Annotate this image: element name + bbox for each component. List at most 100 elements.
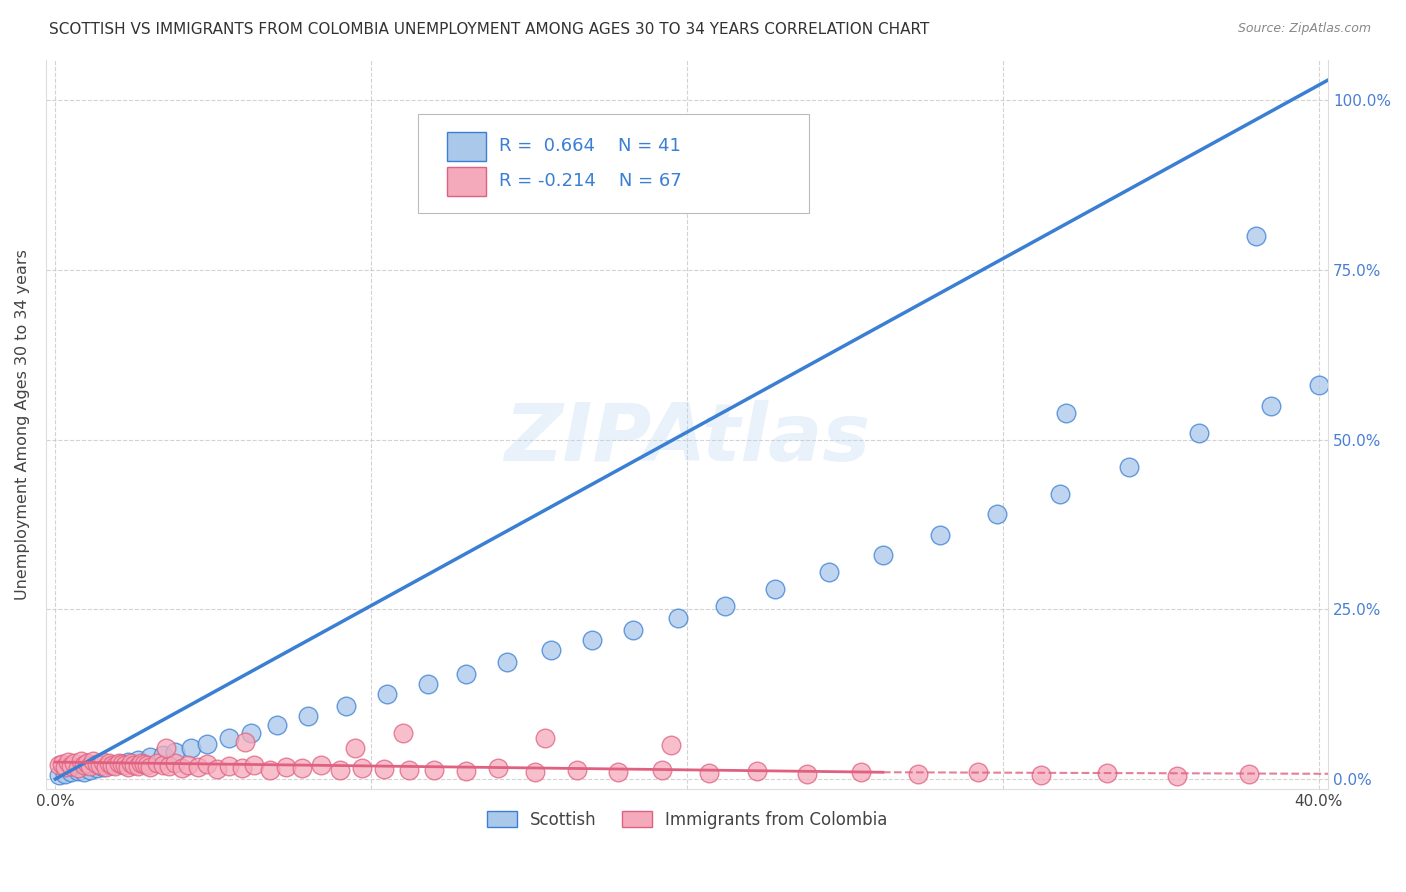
Point [849,764,872,779]
Point [714,599,737,613]
Point [1095,766,1118,780]
Point [66,760,89,774]
FancyBboxPatch shape [418,114,808,213]
Point [165,756,187,770]
Point [259,763,281,777]
Point [375,687,398,701]
Point [107,756,129,770]
Point [127,759,149,773]
Point [73,757,96,772]
Point [666,610,689,624]
Point [1308,378,1330,392]
Point [398,763,420,777]
Point [79,763,101,777]
Point [765,582,787,596]
Point [76,756,98,770]
Point [392,726,415,740]
Point [152,747,174,762]
Point [205,762,228,776]
Point [101,757,124,772]
Point [86,761,108,775]
Text: ZIPAtlas: ZIPAtlas [503,400,870,478]
Point [177,758,200,772]
Point [139,760,162,774]
Point [621,623,644,637]
Point [218,759,240,773]
Y-axis label: Unemployment Among Ages 30 to 34 years: Unemployment Among Ages 30 to 34 years [15,249,30,599]
Point [1054,405,1077,419]
Point [82,754,104,768]
Point [745,764,768,778]
Point [796,766,818,780]
Point [157,759,180,773]
Point [986,508,1008,522]
Point [233,735,256,749]
Point [132,757,155,772]
Point [335,698,357,713]
Point [117,755,139,769]
Point [120,756,142,771]
Point [53,760,76,774]
Point [297,709,319,723]
Point [73,764,96,779]
Point [139,750,162,764]
Point [565,763,588,777]
Point [195,757,218,772]
Point [98,756,121,771]
Point [145,756,167,771]
Point [63,756,86,771]
Point [98,758,121,772]
Point [79,759,101,773]
Point [651,763,673,777]
Point [165,745,187,759]
Point [524,764,547,779]
Point [1260,399,1282,413]
FancyBboxPatch shape [447,167,485,196]
Point [91,760,114,774]
Point [454,764,477,778]
Point [1188,425,1211,440]
Point [94,760,117,774]
Point [56,755,79,769]
Point [107,757,129,772]
Point [928,527,950,541]
Point [129,756,152,770]
Point [344,741,367,756]
Point [180,741,202,756]
Text: Source: ZipAtlas.com: Source: ZipAtlas.com [1237,22,1371,36]
Text: R =  0.664    N = 41: R = 0.664 N = 41 [499,137,681,155]
Point [91,755,114,769]
Point [309,758,332,772]
Point [48,758,70,772]
Point [66,764,89,778]
Point [291,761,314,775]
Point [496,655,519,669]
Legend: Scottish, Immigrants from Colombia: Scottish, Immigrants from Colombia [479,805,894,836]
Point [818,565,841,579]
Point [534,731,557,746]
Point [659,738,682,752]
Point [454,181,477,195]
Point [1237,766,1260,780]
Point [423,763,446,777]
Point [53,766,76,780]
Point [60,765,83,780]
Point [136,758,159,772]
Point [606,765,628,780]
Point [114,758,136,772]
Point [152,757,174,772]
Point [69,755,91,769]
Point [540,643,562,657]
Point [48,768,70,782]
Point [266,717,288,731]
Text: SCOTTISH VS IMMIGRANTS FROM COLOMBIA UNEMPLOYMENT AMONG AGES 30 TO 34 YEARS CORR: SCOTTISH VS IMMIGRANTS FROM COLOMBIA UNE… [49,22,929,37]
Point [581,632,603,647]
Point [1118,459,1140,474]
Point [195,737,218,751]
Point [187,760,209,774]
Point [1244,229,1267,244]
Point [486,761,509,775]
Point [697,766,720,780]
Point [86,757,108,772]
FancyBboxPatch shape [447,132,485,161]
